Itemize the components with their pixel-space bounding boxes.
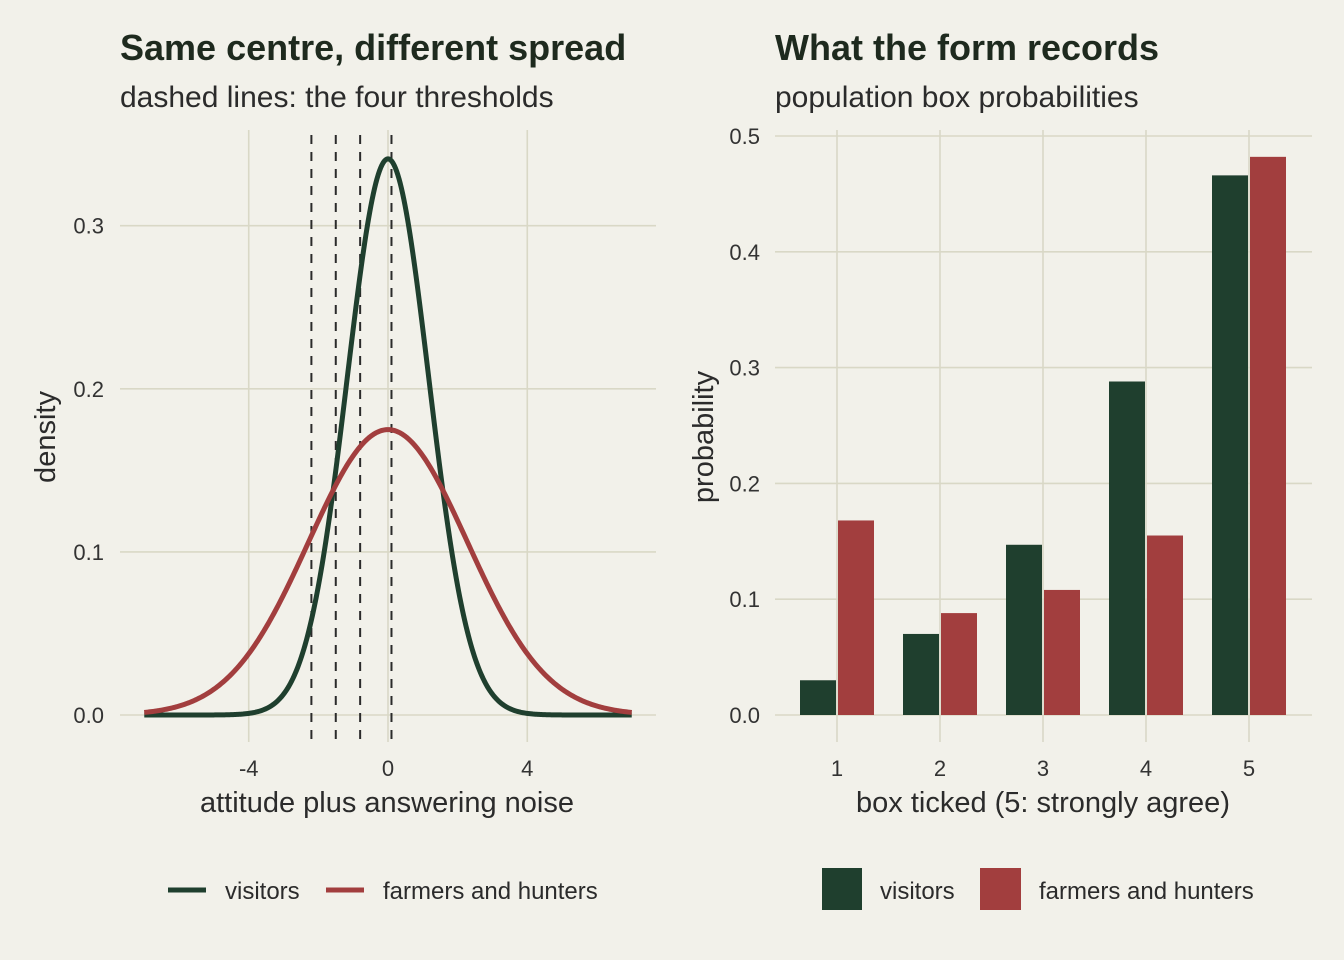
right-x-tick-label: 3 [1037, 756, 1049, 781]
farmers-and-hunters-bar [838, 520, 874, 715]
left-x-tick-label: 4 [521, 756, 533, 781]
probability-bars [800, 156, 1286, 715]
left-y-tick-label: 0.2 [73, 377, 104, 402]
right-x-tick-label: 2 [934, 756, 946, 781]
left-y-tick-label: 0.0 [73, 703, 104, 728]
right-y-tick-label: 0.3 [729, 356, 760, 381]
visitors-bar [800, 680, 836, 715]
left-subtitle: dashed lines: the four thresholds [120, 81, 554, 114]
farmers-and-hunters-density-curve [142, 427, 634, 715]
farmers-and-hunters-bar [1044, 589, 1080, 715]
right-x-tick-label: 4 [1140, 756, 1152, 781]
left-x-tick-label: 0 [382, 756, 394, 781]
right-x-tick-label: 5 [1243, 756, 1255, 781]
right-title: What the form records [775, 27, 1159, 68]
right-y-tick-label: 0.5 [729, 124, 760, 149]
left-x-tick-labels: -4 0 4 [239, 756, 533, 781]
left-x-tick-label: -4 [239, 756, 259, 781]
left-gridlines [120, 130, 656, 742]
right-x-tick-label: 1 [831, 756, 843, 781]
legend-label-visitors: visitors [225, 878, 300, 905]
left-y-tick-labels: 0.0 0.1 0.2 0.3 [73, 214, 104, 728]
legend-key-visitors-swatch [822, 868, 862, 910]
probability-panel: What the form records population box pro… [688, 27, 1312, 910]
farmers-and-hunters-bar [1250, 156, 1286, 715]
right-y-tick-label: 0.2 [729, 471, 760, 496]
legend-key-farmers-swatch [980, 868, 1021, 910]
farmers-and-hunters-bar [1147, 535, 1183, 715]
legend-label-visitors-bars: visitors [880, 878, 955, 905]
right-y-axis-label: probability [688, 370, 720, 503]
legend-label-farmers-and-hunters-bars: farmers and hunters [1039, 878, 1254, 905]
left-legend: visitors farmers and hunters [168, 878, 598, 905]
left-y-tick-label: 0.1 [73, 540, 104, 565]
right-y-tick-label: 0.0 [729, 703, 760, 728]
visitors-bar [1212, 175, 1248, 715]
right-x-axis-label: box ticked (5: strongly agree) [856, 787, 1230, 819]
right-y-tick-label: 0.1 [729, 587, 760, 612]
visitors-bar [1006, 544, 1042, 715]
density-panel: Same centre, different spread dashed lin… [30, 27, 656, 905]
left-y-tick-label: 0.3 [73, 214, 104, 239]
visitors-bar [903, 633, 939, 715]
visitors-bar [1109, 381, 1145, 715]
right-x-tick-labels: 1 2 3 4 5 [831, 756, 1255, 781]
density-curves [142, 156, 634, 718]
right-legend: visitors farmers and hunters [822, 868, 1254, 910]
farmers-and-hunters-bar [941, 613, 977, 715]
legend-label-farmers-and-hunters: farmers and hunters [383, 878, 598, 905]
right-subtitle: population box probabilities [775, 81, 1139, 114]
right-y-tick-labels: 0.0 0.1 0.2 0.3 0.4 0.5 [729, 124, 760, 728]
visitors-density-curve [142, 156, 634, 718]
right-y-tick-label: 0.4 [729, 240, 760, 265]
left-x-axis-label: attitude plus answering noise [200, 787, 574, 819]
left-title: Same centre, different spread [120, 27, 626, 68]
left-y-axis-label: density [30, 391, 62, 483]
